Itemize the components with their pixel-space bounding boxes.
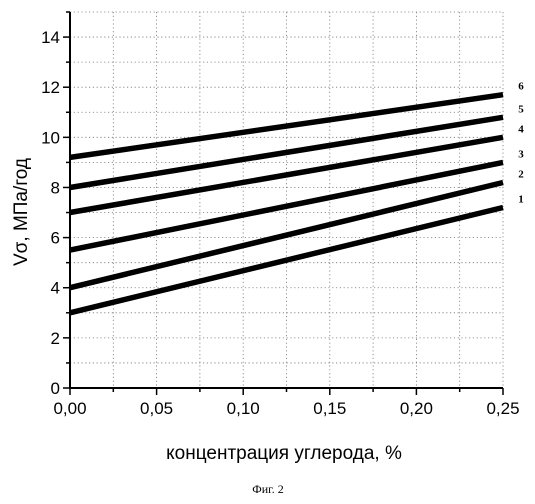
series-labels: 1 2 3 4 5 6 — [518, 81, 524, 206]
x-tick-label: 0,00 — [53, 399, 86, 418]
y-tick-label: 12 — [41, 78, 60, 97]
figure-caption: Фиг. 2 — [252, 482, 283, 496]
y-tick-label: 4 — [51, 279, 60, 298]
y-tick-label: 6 — [51, 229, 60, 248]
y-tick-label: 14 — [41, 28, 60, 47]
x-axis-label: концентрация углерода, % — [166, 443, 402, 464]
y-axis-label: Vσ, МПа/год — [11, 158, 32, 266]
x-tick-label: 0,25 — [486, 399, 519, 418]
x-tick-label: 0,15 — [313, 399, 346, 418]
series-lines — [70, 95, 503, 313]
series-label-4: 4 — [518, 123, 524, 135]
series-label-1: 1 — [518, 194, 524, 206]
axes: 0 2 4 6 8 10 12 14 0,00 0,05 0,10 0,15 0,20 0,25 — [41, 12, 519, 418]
y-tick-label: 10 — [41, 128, 60, 147]
series-label-6: 6 — [518, 81, 524, 93]
y-tick-label: 2 — [51, 329, 60, 348]
y-tick-label: 8 — [51, 178, 60, 197]
y-tick-label: 0 — [51, 379, 60, 398]
x-tick-label: 0,20 — [400, 399, 433, 418]
x-tick-label: 0,05 — [140, 399, 173, 418]
x-tick-label: 0,10 — [227, 399, 260, 418]
series-label-2: 2 — [518, 168, 524, 180]
series-label-5: 5 — [518, 103, 524, 115]
series-label-3: 3 — [518, 148, 524, 160]
